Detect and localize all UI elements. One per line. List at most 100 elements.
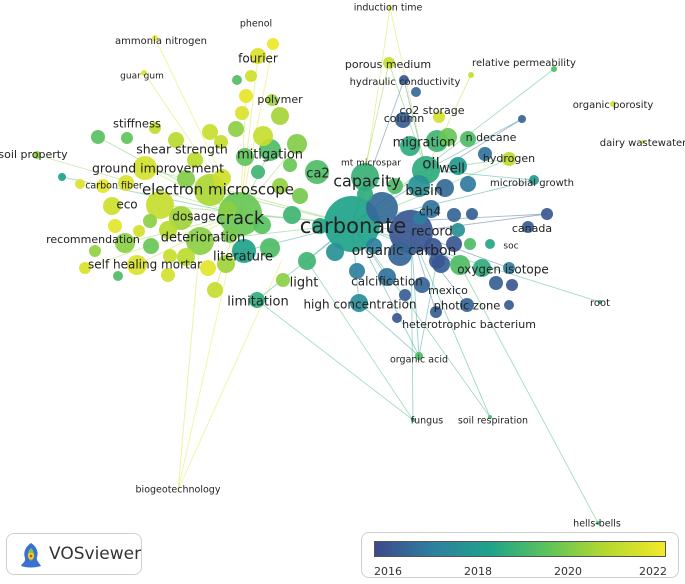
keyword-bubble[interactable] [236,148,254,166]
keyword-label-relative-permeability[interactable]: relative permeability [472,58,576,69]
keyword-bubble[interactable] [253,126,273,146]
keyword-bubble[interactable] [96,179,110,193]
keyword-bubble[interactable] [89,245,101,257]
keyword-bubble[interactable] [351,163,379,191]
keyword-bubble[interactable] [271,107,289,125]
keyword-bubble[interactable] [485,239,495,249]
keyword-bubble[interactable] [413,211,427,225]
keyword-bubble[interactable] [551,66,557,72]
keyword-bubble[interactable] [152,35,158,41]
keyword-bubble[interactable] [400,136,420,156]
keyword-bubble[interactable] [118,175,134,191]
keyword-label-induction-time[interactable]: induction time [354,3,423,14]
keyword-bubble[interactable] [395,112,411,128]
keyword-bubble[interactable] [488,415,492,419]
keyword-bubble[interactable] [399,75,409,85]
keyword-label-hydraulic-conductivity[interactable]: hydraulic conductivity [350,77,461,88]
keyword-label-recommendation[interactable]: recommendation [46,233,140,246]
keyword-bubble[interactable] [149,122,161,134]
keyword-bubble[interactable] [115,233,135,253]
keyword-label-dosage[interactable]: dosage [172,210,216,224]
keyword-bubble[interactable] [433,111,445,123]
keyword-label-co2-storage[interactable]: co2 storage [399,104,464,117]
keyword-bubble[interactable] [378,268,396,286]
keyword-bubble[interactable] [217,255,235,273]
keyword-bubble[interactable] [541,208,553,220]
keyword-label-organic-acid[interactable]: organic acid [390,355,448,366]
vosviewer-logo-badge[interactable]: VOSviewer [6,533,142,575]
keyword-label-mitigation[interactable]: mitigation [237,148,303,163]
keyword-label-guar-gum[interactable]: guar gum [120,72,164,82]
keyword-bubble[interactable] [478,147,492,161]
keyword-bubble[interactable] [411,87,421,97]
keyword-label-n-decane[interactable]: n decane [466,131,517,144]
keyword-bubble[interactable] [504,300,514,310]
keyword-bubble[interactable] [133,156,157,180]
keyword-bubble[interactable] [518,115,526,123]
keyword-bubble[interactable] [239,89,253,103]
keyword-bubble[interactable] [127,255,147,275]
keyword-label-dairy-wastewater[interactable]: dairy wastewater [600,138,685,149]
keyword-bubble[interactable] [449,157,467,175]
keyword-label-microbial-growth[interactable]: microbial growth [490,178,574,189]
keyword-bubble[interactable] [283,206,301,224]
keyword-bubble[interactable] [451,223,465,237]
keyword-label-photic-zone[interactable]: photic zone [434,299,501,313]
keyword-label-high-concentration[interactable]: high concentration [303,298,416,312]
keyword-bubble[interactable] [267,38,279,50]
keyword-label-soil-respiration[interactable]: soil respiration [458,416,528,427]
keyword-bubble[interactable] [598,300,602,304]
keyword-bubble[interactable] [349,263,365,279]
keyword-bubble[interactable] [253,216,271,234]
keyword-label-fourier[interactable]: fourier [238,52,278,66]
keyword-bubble[interactable] [161,268,175,282]
keyword-bubble[interactable] [103,197,121,215]
keyword-bubble[interactable] [529,175,539,185]
keyword-bubble[interactable] [430,306,442,318]
keyword-bubble[interactable] [146,191,174,219]
keyword-bubble[interactable] [436,179,454,197]
keyword-bubble[interactable] [245,70,257,82]
keyword-bubble[interactable] [610,101,616,107]
keyword-bubble[interactable] [388,242,412,266]
keyword-label-deterioration[interactable]: deterioration [161,231,245,246]
keyword-bubble[interactable] [522,221,534,233]
keyword-label-ground-improvement[interactable]: ground improvement [92,161,224,176]
keyword-bubble[interactable] [249,292,265,308]
keyword-bubble[interactable] [177,170,195,188]
keyword-bubble[interactable] [276,273,290,287]
keyword-bubble[interactable] [58,173,66,181]
keyword-bubble[interactable] [207,282,223,298]
keyword-bubble[interactable] [143,238,159,254]
keyword-bubble[interactable] [506,279,518,291]
keyword-bubble[interactable] [392,313,402,323]
keyword-bubble[interactable] [596,521,600,525]
keyword-label-organic-porosity[interactable]: organic porosity [573,100,654,111]
keyword-label-oil[interactable]: oil [422,155,440,173]
keyword-bubble[interactable] [228,121,244,137]
keyword-label-carbon-fiber[interactable]: carbon fiber [85,181,143,192]
keyword-label-literature[interactable]: literature [213,250,273,265]
keyword-bubble[interactable] [387,178,403,194]
keyword-bubble[interactable] [357,186,373,202]
keyword-bubble[interactable] [250,48,266,64]
keyword-bubble[interactable] [324,196,380,252]
keyword-bubble[interactable] [366,192,398,224]
keyword-label-porous-medium[interactable]: porous medium [345,58,431,71]
keyword-bubble[interactable] [108,219,122,233]
keyword-bubble[interactable] [415,352,423,360]
keyword-label-capacity[interactable]: capacity [333,172,401,191]
keyword-bubble[interactable] [200,260,216,276]
keyword-label-eco[interactable]: eco [116,198,137,212]
keyword-bubble[interactable] [383,57,395,69]
keyword-label-crack[interactable]: crack [216,208,265,229]
keyword-bubble[interactable] [489,276,503,290]
keyword-label-soc[interactable]: soc [503,242,518,252]
keyword-label-mt-microspar[interactable]: mt microspar [341,159,401,169]
keyword-bubble[interactable] [283,158,297,172]
keyword-label-limitation[interactable]: limitation [227,295,288,310]
keyword-label-ca2[interactable]: ca2 [306,167,329,182]
keyword-label-hells-bells[interactable]: hells-bells [573,519,621,530]
keyword-label-self-healing-mortar[interactable]: self healing mortar [88,258,202,272]
